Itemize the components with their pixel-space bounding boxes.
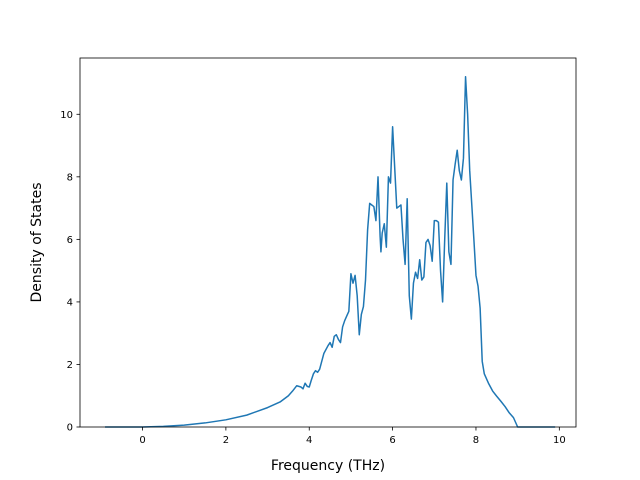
y-axis-label: Density of States bbox=[29, 183, 45, 303]
y-axis-ticks: 0 2 4 6 8 10 bbox=[60, 110, 80, 434]
y-tick-label: 0 bbox=[67, 423, 73, 434]
dos-series-line-0 bbox=[105, 76, 556, 428]
y-tick-label: 4 bbox=[67, 297, 73, 308]
x-axis-label: Frequency (THz) bbox=[271, 458, 385, 474]
x-tick-label: 10 bbox=[553, 435, 566, 446]
x-tick-label: 0 bbox=[139, 435, 145, 446]
x-tick-label: 2 bbox=[223, 435, 229, 446]
x-tick-label: 4 bbox=[306, 435, 312, 446]
axes-frame bbox=[79, 57, 577, 428]
x-tick-label: 8 bbox=[473, 435, 479, 446]
y-tick-label: 10 bbox=[60, 110, 73, 121]
y-tick-label: 6 bbox=[67, 235, 73, 246]
plot-area bbox=[105, 76, 556, 428]
y-tick-label: 2 bbox=[67, 360, 73, 371]
y-tick-label: 8 bbox=[67, 172, 73, 183]
x-axis-ticks: 0 2 4 6 8 10 bbox=[139, 427, 566, 446]
x-tick-label: 6 bbox=[389, 435, 395, 446]
